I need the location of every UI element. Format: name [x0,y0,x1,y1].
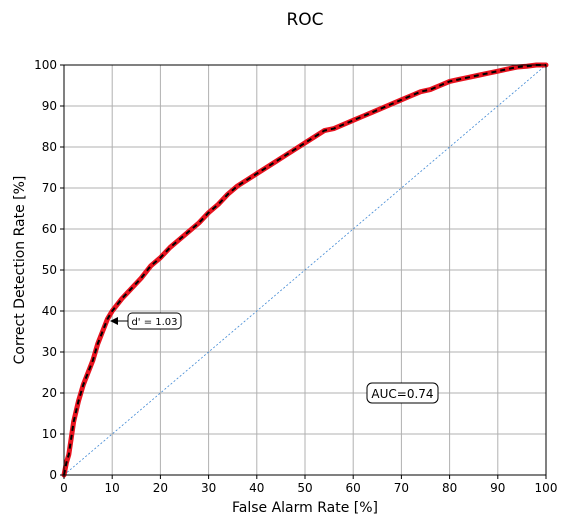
roc-curve [61,62,549,478]
y-tick-label: 80 [42,140,57,154]
x-tick-label: 90 [490,481,505,495]
dprime-box [127,312,182,330]
roc-line-dashes [63,64,546,476]
auc-label: AUC=0.74 [371,387,433,401]
y-tick-label: 0 [49,468,57,482]
x-tick-label: 30 [201,481,216,495]
chance-diagonal-line [63,64,547,476]
y-tick-label: 70 [42,181,57,195]
y-tick-label: 10 [42,427,57,441]
chance-diagonal [63,64,547,476]
dprime-label: d' = 1.03 [131,317,177,328]
x-axis-ticks: 0 10 20 30 40 50 60 70 80 90 100 [60,475,557,495]
y-tick-label: 50 [42,263,57,277]
auc-box [366,382,439,404]
y-tick-label: 20 [42,386,57,400]
auc-annotation: AUC=0.74 [366,382,439,404]
x-tick-label: 10 [105,481,120,495]
x-tick-label: 20 [153,481,168,495]
x-tick-label: 60 [346,481,361,495]
x-tick-label: 80 [442,481,457,495]
y-tick-label: 30 [42,345,57,359]
y-tick-label: 100 [34,58,57,72]
x-tick-label: 70 [394,481,409,495]
y-tick-label: 40 [42,304,57,318]
x-tick-label: 0 [60,481,68,495]
y-tick-label: 60 [42,222,57,236]
dprime-annotation: d' = 1.03 [110,312,182,330]
x-tick-label: 100 [535,481,558,495]
y-tick-label: 90 [42,99,57,113]
chart-title: ROC [286,10,323,30]
y-axis-label: Correct Detection Rate [%] [12,176,28,365]
x-tick-label: 50 [297,481,312,495]
dprime-arrow-head [110,317,118,325]
y-axis-ticks: 0 10 20 30 40 50 60 70 80 90 100 [34,58,64,482]
x-tick-label: 40 [249,481,264,495]
x-axis-label: False Alarm Rate [%] [232,500,378,516]
